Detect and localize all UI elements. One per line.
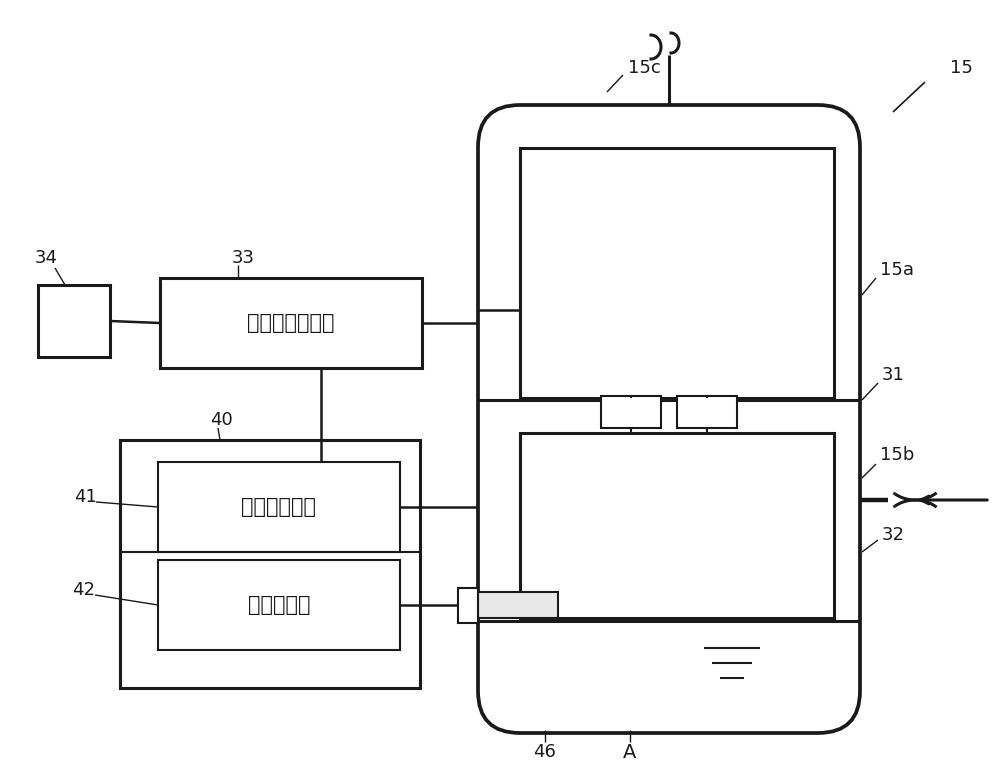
Bar — [158, 560, 400, 650]
Text: 32: 32 — [882, 526, 905, 544]
Bar — [158, 462, 400, 552]
Bar — [520, 433, 834, 618]
Text: 41: 41 — [74, 488, 97, 506]
Bar — [601, 396, 661, 428]
Bar — [677, 396, 737, 428]
Text: 15b: 15b — [880, 446, 914, 464]
Text: 40: 40 — [210, 411, 233, 429]
Text: 34: 34 — [35, 249, 58, 267]
Bar — [458, 588, 478, 623]
Text: 15c: 15c — [628, 59, 661, 77]
Text: 电动机驱动电路: 电动机驱动电路 — [247, 313, 335, 333]
Text: 压缩机控制部: 压缩机控制部 — [242, 497, 316, 517]
Text: 15: 15 — [950, 59, 973, 77]
Text: 31: 31 — [882, 366, 905, 384]
Text: 15a: 15a — [880, 261, 914, 279]
FancyBboxPatch shape — [478, 105, 860, 733]
Bar — [478, 592, 558, 618]
Text: 46: 46 — [534, 743, 556, 761]
Text: A: A — [623, 742, 637, 762]
Bar — [160, 278, 422, 368]
Text: 42: 42 — [72, 581, 95, 599]
Text: 33: 33 — [232, 249, 255, 267]
Bar — [38, 285, 110, 357]
Text: 油位检测部: 油位检测部 — [248, 595, 310, 615]
Bar — [120, 440, 420, 688]
Bar — [520, 148, 834, 398]
